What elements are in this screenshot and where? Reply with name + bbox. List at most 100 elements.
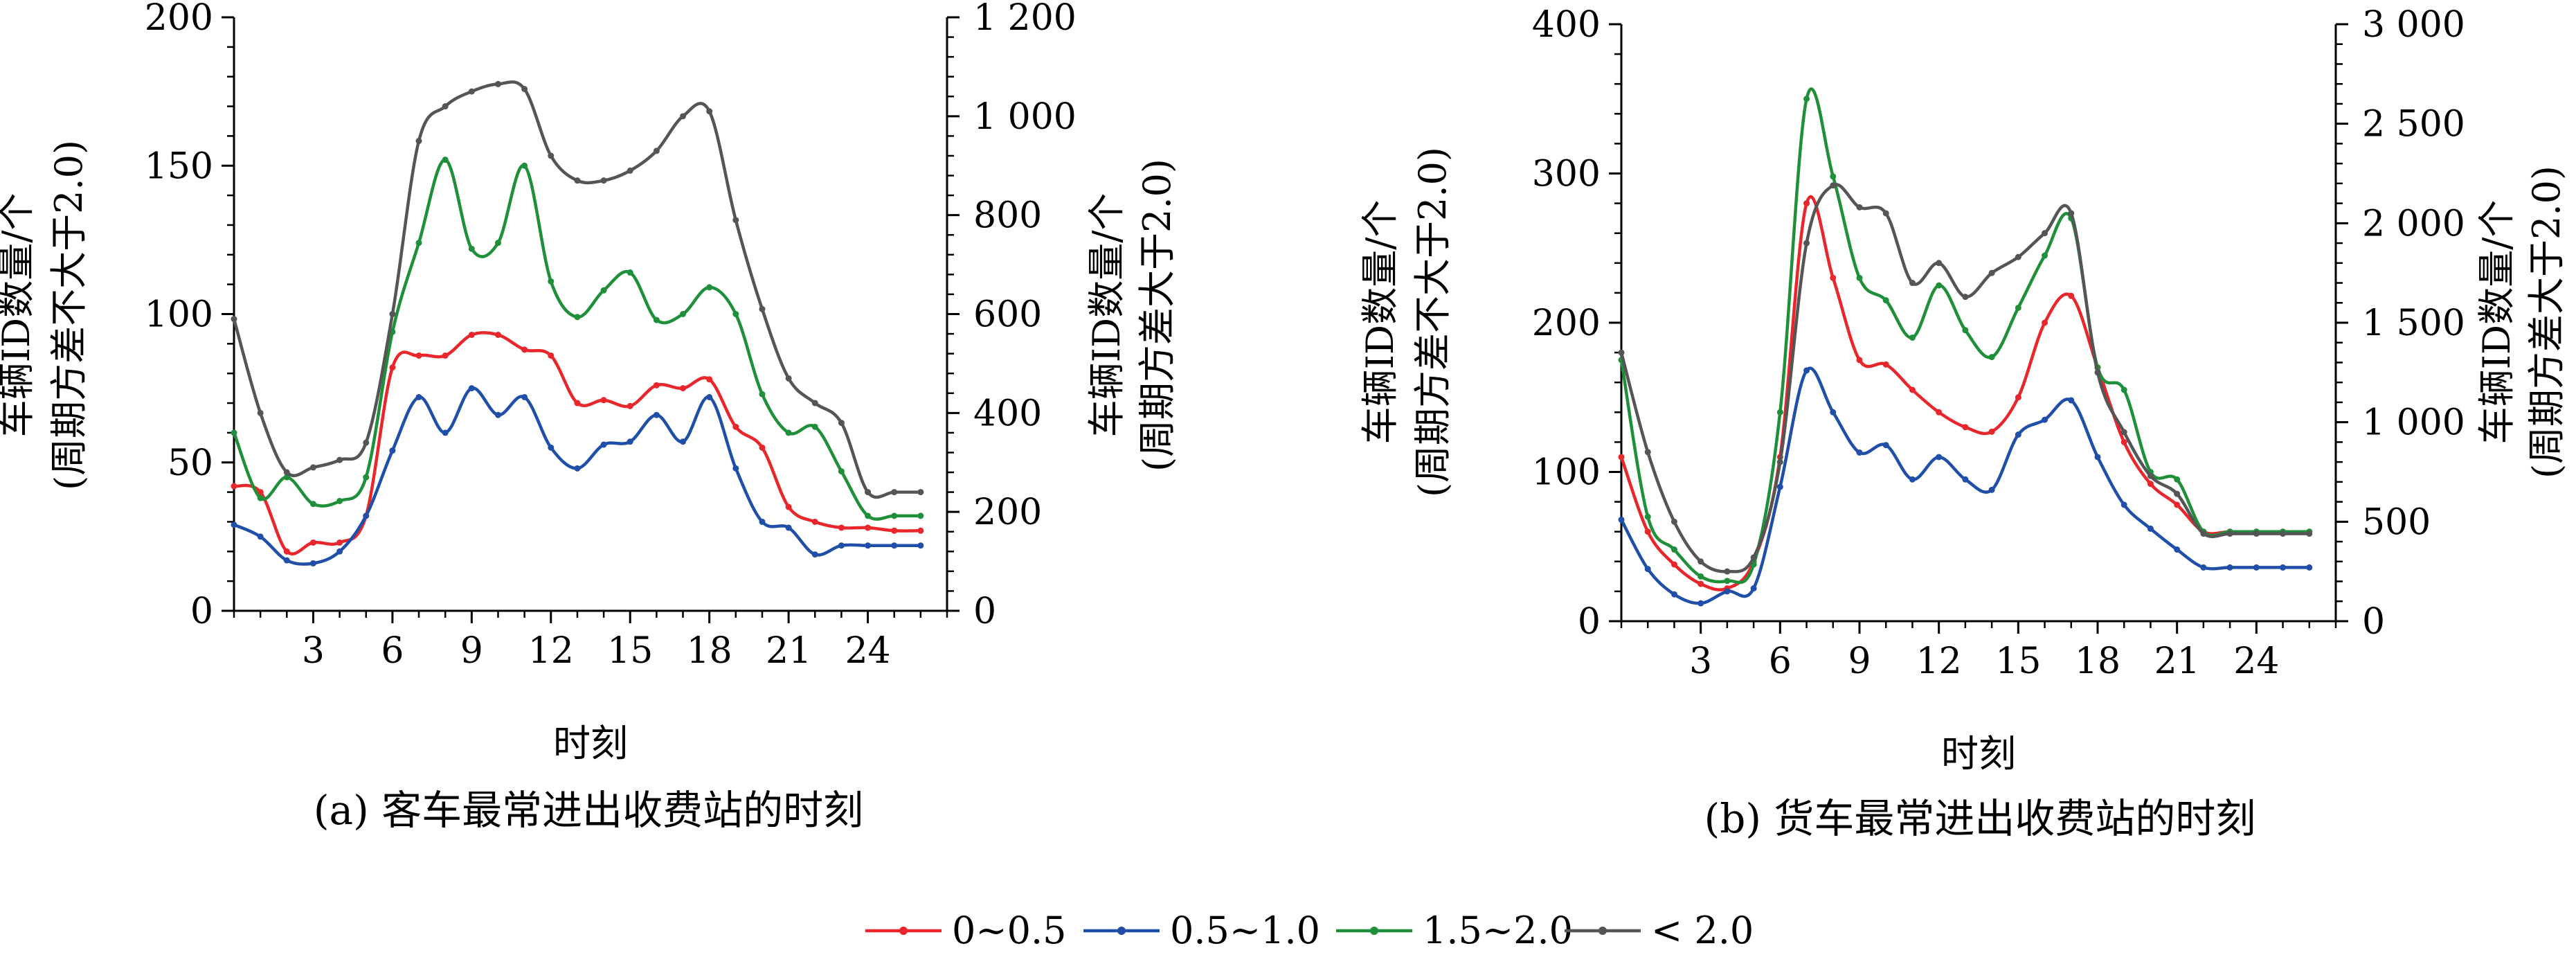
legend-label: 0~0.5 — [952, 909, 1066, 952]
data-point — [1936, 282, 1943, 289]
data-point — [1988, 428, 1995, 435]
data-point — [917, 542, 924, 549]
left-y-tick-label: 0 — [190, 591, 213, 632]
data-point — [336, 456, 343, 463]
data-point — [759, 444, 766, 451]
x-tick-label: 24 — [2233, 641, 2279, 682]
data-point — [2120, 429, 2127, 436]
data-point — [732, 311, 739, 317]
data-point — [1882, 210, 1889, 217]
data-point — [1936, 454, 1943, 461]
data-point — [627, 167, 633, 174]
data-point — [363, 474, 370, 481]
data-point — [1830, 173, 1837, 180]
data-point — [891, 512, 898, 519]
data-point — [2068, 397, 2075, 404]
left-y-tick-label: 0 — [1578, 601, 1601, 643]
data-point — [309, 464, 316, 471]
data-point — [1909, 476, 1916, 483]
data-point — [1988, 354, 1995, 361]
series-line — [1619, 87, 2312, 584]
series-line — [232, 158, 923, 521]
left-y-tick-label: 50 — [168, 443, 213, 484]
data-point — [548, 352, 555, 359]
data-point — [574, 314, 581, 321]
x-tick-label: 18 — [687, 630, 732, 672]
right-y-tick-label: 400 — [973, 393, 1042, 434]
data-point — [1803, 200, 1810, 207]
chart-caption: (b) 货车最常进出收费站的时刻 — [1704, 795, 2256, 842]
data-point — [785, 375, 792, 382]
data-point — [389, 447, 396, 454]
left-y-tick-label: 100 — [1532, 452, 1601, 494]
data-point — [680, 311, 687, 317]
data-point — [732, 423, 739, 430]
data-point — [442, 429, 449, 436]
data-point — [1618, 454, 1625, 461]
data-point — [838, 524, 845, 531]
data-point — [415, 138, 422, 145]
data-point — [521, 393, 528, 400]
data-point — [1856, 449, 1863, 456]
data-point — [627, 438, 633, 445]
data-point — [2094, 454, 2101, 461]
data-point — [706, 284, 713, 291]
series-line — [1619, 183, 2312, 573]
legend-item: 0.5~1.0 — [1083, 909, 1320, 952]
data-point — [1697, 600, 1704, 607]
data-point — [468, 385, 475, 392]
data-point — [1750, 554, 1757, 561]
data-point — [231, 521, 237, 528]
data-point — [2015, 253, 2021, 260]
series-1.5~2.0 — [1618, 87, 2313, 584]
x-tick-label: 6 — [1769, 641, 1792, 682]
data-point — [2174, 490, 2181, 497]
legend-swatch-marker — [899, 927, 908, 935]
data-point — [1830, 182, 1837, 189]
data-point — [283, 469, 290, 476]
data-point — [1618, 349, 1625, 356]
data-point — [415, 393, 422, 400]
data-point — [1882, 442, 1889, 449]
data-point — [759, 391, 766, 398]
x-axis-title: 时刻 — [553, 722, 628, 765]
data-point — [600, 397, 607, 404]
chart-caption: (a) 客车最常进出收费站的时刻 — [314, 787, 863, 834]
series-line — [232, 80, 923, 499]
data-point — [521, 162, 528, 169]
data-point — [1803, 240, 1810, 247]
data-point — [494, 411, 501, 418]
series-0~0.5 — [1618, 195, 2313, 592]
data-point — [1776, 483, 1783, 490]
left-y-axis-title: 车辆ID数量/个 — [1358, 200, 1402, 445]
x-tick-label: 3 — [1689, 641, 1712, 682]
data-point — [309, 539, 316, 546]
chart-b: 3 6 9 12 15 18 21 24 0 100 200 300 400 0 500 1 000 1 500… — [1358, 4, 2568, 842]
data-point — [1830, 274, 1837, 281]
data-point — [600, 441, 607, 448]
data-point — [2042, 252, 2048, 259]
data-point — [494, 240, 501, 247]
data-point — [2200, 530, 2207, 537]
x-tick-label: 9 — [460, 630, 483, 672]
series-< 2.0 — [1618, 182, 2313, 575]
data-point — [1724, 568, 1731, 575]
data-point — [917, 527, 924, 534]
series-line — [232, 386, 923, 566]
data-point — [468, 331, 475, 338]
data-point — [309, 501, 316, 508]
data-point — [1776, 458, 1783, 465]
x-tick-label: 6 — [381, 630, 404, 672]
data-point — [706, 393, 713, 400]
data-point — [1724, 588, 1731, 595]
right-y-tick-label: 0 — [2362, 601, 2385, 643]
right-y-tick-label: 600 — [973, 294, 1042, 336]
legend-label: 0.5~1.0 — [1170, 909, 1320, 952]
x-tick-label: 12 — [1916, 641, 1962, 682]
data-point — [917, 489, 924, 496]
left-y-tick-label: 100 — [145, 294, 213, 336]
data-point — [838, 542, 845, 549]
data-point — [2226, 530, 2233, 537]
right-y-tick-label: 0 — [973, 591, 996, 632]
data-point — [1962, 476, 1969, 483]
